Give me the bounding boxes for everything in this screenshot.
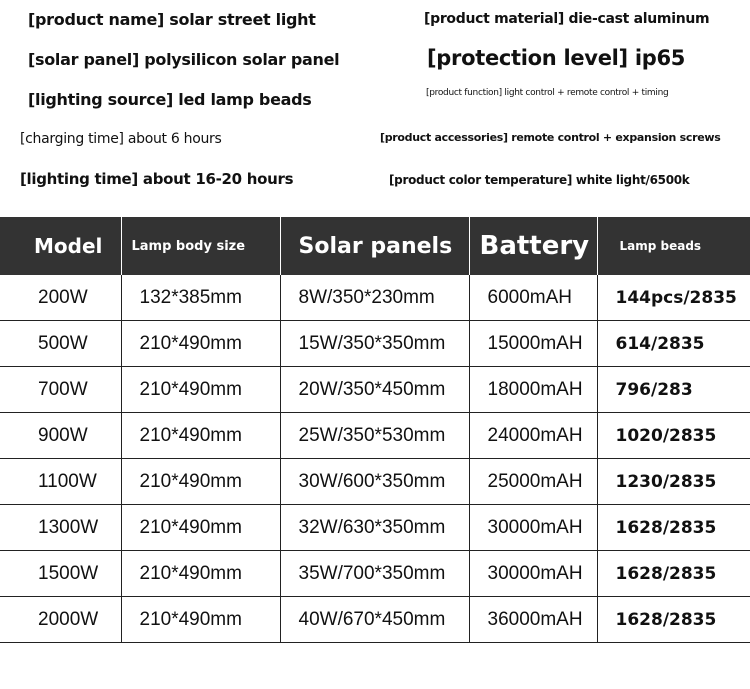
header-lamp-body-size: Lamp body size [120, 217, 280, 275]
cell-battery: 36000mAH [468, 596, 597, 643]
header-lamp-beads: Lamp beads [596, 217, 750, 275]
header-model: Model [0, 217, 121, 275]
cell-lamp-beads: 1628/2835 [596, 550, 750, 597]
cell-model: 1100W [0, 458, 121, 505]
spec-solar-panel: [solar panel] polysilicon solar panel [28, 50, 340, 69]
cell-model: 200W [0, 275, 121, 321]
cell-lamp-body-size: 210*490mm [120, 550, 280, 597]
cell-battery: 25000mAH [468, 458, 597, 505]
cell-lamp-beads: 1628/2835 [596, 504, 750, 551]
spec-product-accessories: [product accessories] remote control + e… [380, 131, 721, 144]
cell-lamp-body-size: 132*385mm [120, 275, 280, 321]
header-solar-panels: Solar panels [279, 217, 469, 275]
cell-battery: 30000mAH [468, 550, 597, 597]
cell-model: 700W [0, 366, 121, 413]
cell-lamp-beads: 796/283 [596, 366, 750, 413]
spec-protection-level: [protection level] ip65 [427, 46, 686, 70]
cell-lamp-body-size: 210*490mm [120, 366, 280, 413]
header-battery: Battery [468, 217, 597, 275]
table-row: 1100W 210*490mm 30W/600*350mm 25000mAH 1230/… [0, 458, 750, 505]
table-row: 200W 132*385mm 8W/350*230mm 6000mAH 144pcs/2… [0, 275, 750, 321]
spec-color-temperature: [product color temperature] white light/… [389, 173, 690, 187]
table-row: 700W 210*490mm 20W/350*450mm 18000mAH 796/28… [0, 366, 750, 413]
spec-product-function: [product function] light control + remot… [426, 88, 669, 98]
table-header-row: Model Lamp body size Solar panels Batter… [0, 217, 750, 275]
table-row: 1500W 210*490mm 35W/700*350mm 30000mAH 1628/… [0, 550, 750, 597]
table-row: 500W 210*490mm 15W/350*350mm 15000mAH 614/28… [0, 320, 750, 367]
cell-model: 2000W [0, 596, 121, 643]
cell-battery: 24000mAH [468, 412, 597, 459]
cell-lamp-body-size: 210*490mm [120, 504, 280, 551]
cell-lamp-beads: 144pcs/2835 [596, 275, 750, 321]
table-row: 900W 210*490mm 25W/350*530mm 24000mAH 1020/2… [0, 412, 750, 459]
cell-battery: 30000mAH [468, 504, 597, 551]
cell-solar-panel: 15W/350*350mm [279, 320, 469, 367]
spec-product-material: [product material] die-cast aluminum [424, 11, 710, 27]
cell-solar-panel: 32W/630*350mm [279, 504, 469, 551]
cell-lamp-beads: 1628/2835 [596, 596, 750, 643]
cell-solar-panel: 30W/600*350mm [279, 458, 469, 505]
cell-lamp-beads: 614/2835 [596, 320, 750, 367]
cell-lamp-body-size: 210*490mm [120, 458, 280, 505]
cell-lamp-beads: 1230/2835 [596, 458, 750, 505]
table-row: 1300W 210*490mm 32W/630*350mm 30000mAH 1628/… [0, 504, 750, 551]
cell-lamp-beads: 1020/2835 [596, 412, 750, 459]
cell-lamp-body-size: 210*490mm [120, 320, 280, 367]
table-row: 2000W 210*490mm 40W/670*450mm 36000mAH 1628/… [0, 596, 750, 643]
cell-lamp-body-size: 210*490mm [120, 596, 280, 643]
spec-lighting-source: [lighting source] led lamp beads [28, 90, 312, 109]
cell-battery: 6000mAH [468, 275, 597, 321]
cell-solar-panel: 35W/700*350mm [279, 550, 469, 597]
cell-battery: 18000mAH [468, 366, 597, 413]
cell-model: 1500W [0, 550, 121, 597]
spec-table: Model Lamp body size Solar panels Batter… [0, 217, 750, 643]
cell-model: 500W [0, 320, 121, 367]
spec-product-name: [product name] solar street light [28, 10, 316, 29]
cell-solar-panel: 25W/350*530mm [279, 412, 469, 459]
cell-solar-panel: 40W/670*450mm [279, 596, 469, 643]
cell-model: 1300W [0, 504, 121, 551]
cell-solar-panel: 8W/350*230mm [279, 275, 469, 321]
cell-model: 900W [0, 412, 121, 459]
cell-lamp-body-size: 210*490mm [120, 412, 280, 459]
spec-charging-time: [charging time] about 6 hours [20, 131, 222, 147]
cell-battery: 15000mAH [468, 320, 597, 367]
spec-lighting-time: [lighting time] about 16-20 hours [20, 170, 294, 188]
cell-solar-panel: 20W/350*450mm [279, 366, 469, 413]
